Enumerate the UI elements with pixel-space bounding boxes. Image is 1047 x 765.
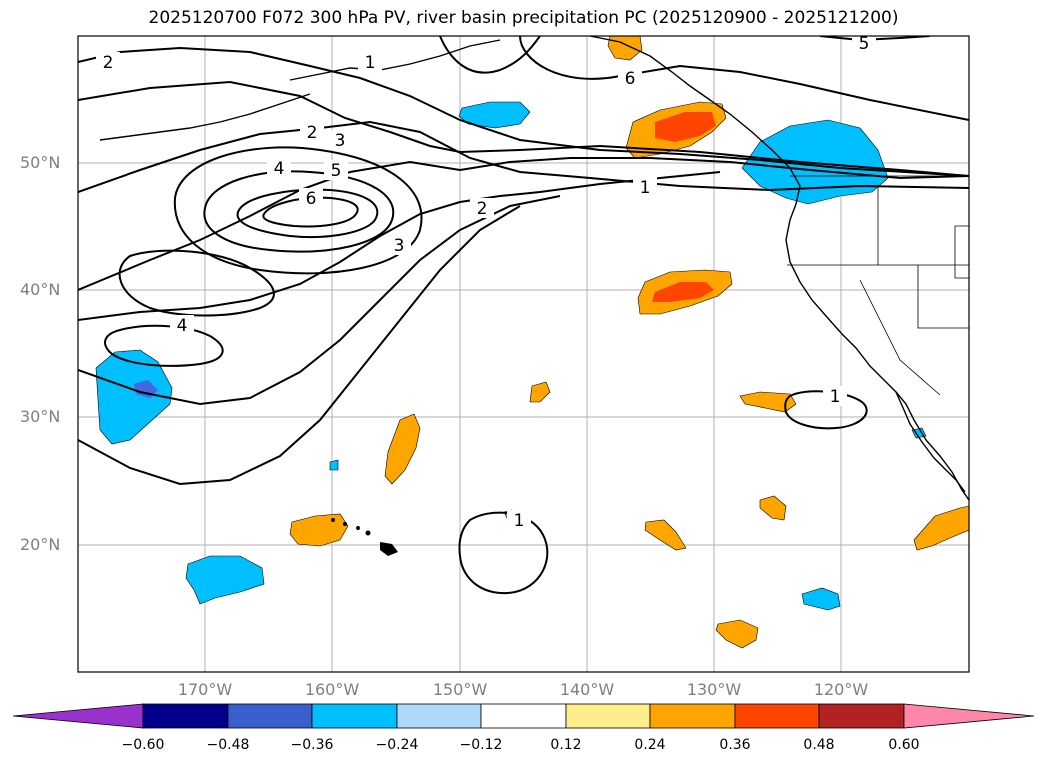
colorbar-swatch: [227, 703, 313, 729]
pv-contour: [78, 46, 969, 177]
map-title: 2025120700 F072 300 hPa PV, river basin …: [148, 8, 899, 28]
contour-label: 4: [177, 316, 188, 336]
precip-negative-area: [329, 459, 339, 471]
pv-contour-closed: [203, 170, 395, 253]
contour-label: 1: [514, 511, 525, 531]
hawaii-islands: [331, 518, 398, 556]
lon-label: 170°W: [177, 680, 233, 699]
precip-strong-positive-area: [655, 112, 716, 142]
contour-label: 4: [274, 159, 285, 179]
map-frame: [77, 35, 970, 673]
lat-label: 40°N: [20, 280, 61, 299]
precip-negative-area: [95, 349, 173, 445]
precip-positive-area: [759, 495, 787, 521]
pv-contour-closed: [173, 146, 423, 275]
colorbar-swatch: [649, 703, 736, 729]
contour-labels: 2 1 6 5 2 3 4 5 6 2 3 4 1 1 1: [96, 33, 876, 531]
precip-strong-positive-area: [652, 282, 714, 302]
pv-contour: [78, 171, 721, 321]
coastline-north-america: [589, 36, 969, 501]
colorbar-tick-label: 0.12: [550, 737, 582, 753]
colorbar-swatch: [396, 703, 482, 729]
pv-contour: [78, 80, 969, 177]
precip-positive-area: [715, 619, 759, 649]
precip-positive-area: [607, 36, 643, 61]
colorbar-swatch: [565, 703, 651, 729]
colorbar-extend-low: [12, 703, 144, 729]
lat-label: 20°N: [20, 535, 61, 554]
lat-label: 30°N: [20, 407, 61, 426]
lon-label: 140°W: [559, 680, 615, 699]
colorbar-tick-label: −0.36: [290, 737, 334, 753]
colorbar-extend-high: [903, 703, 1035, 729]
colorbar-tick-label: 0.60: [888, 737, 920, 753]
colorbar-swatch: [818, 703, 905, 729]
colorbar-tick-label: −0.24: [375, 737, 419, 753]
contour-label: 1: [830, 387, 841, 407]
colorbar-swatch: [142, 703, 229, 729]
colorbar-swatch: [311, 703, 398, 729]
precip-positive-area: [913, 505, 969, 551]
colorbar-tick-label: 0.36: [719, 737, 751, 753]
precip-positive-area: [529, 381, 551, 403]
contour-label: 5: [331, 161, 342, 181]
precip-negative-area: [741, 119, 889, 205]
colorbar-tick-label: −0.60: [121, 737, 165, 753]
aleutian-islands: [99, 93, 311, 141]
contour-label: 2: [307, 123, 318, 143]
lon-label: 120°W: [813, 680, 869, 699]
precip-negative-area: [458, 101, 531, 129]
colorbar-swatch: [480, 703, 567, 729]
contour-label: 1: [640, 178, 651, 198]
coastlines: [99, 36, 969, 501]
lon-label: 130°W: [686, 680, 742, 699]
precip-negative-area: [801, 587, 841, 611]
precip-positive-area: [739, 391, 797, 413]
pv-contour-closed: [236, 188, 379, 239]
colorbar-tick-label: 0.48: [803, 737, 835, 753]
colorbar-swatch: [734, 703, 820, 729]
pv-contour: [78, 157, 969, 291]
contour-label: 6: [306, 189, 317, 209]
precip-positive-area: [644, 519, 687, 551]
contour-label: 5: [859, 34, 870, 54]
pv-contour: [78, 205, 521, 486]
pv-contour: [78, 195, 561, 406]
pv-contour-closed: [118, 249, 275, 317]
pv-contour: [519, 36, 969, 121]
coastline-baja: [895, 391, 966, 493]
pv-contour: [439, 36, 541, 74]
gridlines: [78, 36, 969, 672]
lon-label: 150°W: [432, 680, 488, 699]
contour-label: 3: [335, 131, 346, 151]
contour-label: 2: [477, 199, 488, 219]
pv-contour: [819, 36, 931, 42]
alaska-coast: [289, 39, 501, 81]
contour-label: 2: [103, 53, 114, 73]
colorbar-tick-label: −0.12: [459, 737, 503, 753]
lon-label: 160°W: [304, 680, 360, 699]
state-borders: [787, 175, 969, 396]
colorbar: [12, 703, 1035, 729]
pv-contour: [78, 120, 969, 193]
precip-fills: [95, 36, 969, 649]
colorbar-tick-label: 0.24: [634, 737, 666, 753]
pv-contours: [78, 36, 969, 595]
lat-label: 50°N: [20, 153, 61, 172]
contour-label: 6: [625, 69, 636, 89]
contour-label: 1: [365, 53, 376, 73]
contour-label: 3: [394, 236, 405, 256]
precip-positive-area: [289, 513, 349, 547]
precip-negative-area: [185, 555, 265, 605]
precip-positive-area: [384, 413, 421, 485]
pv-contour-closed: [458, 511, 549, 595]
colorbar-tick-label: −0.48: [206, 737, 250, 753]
